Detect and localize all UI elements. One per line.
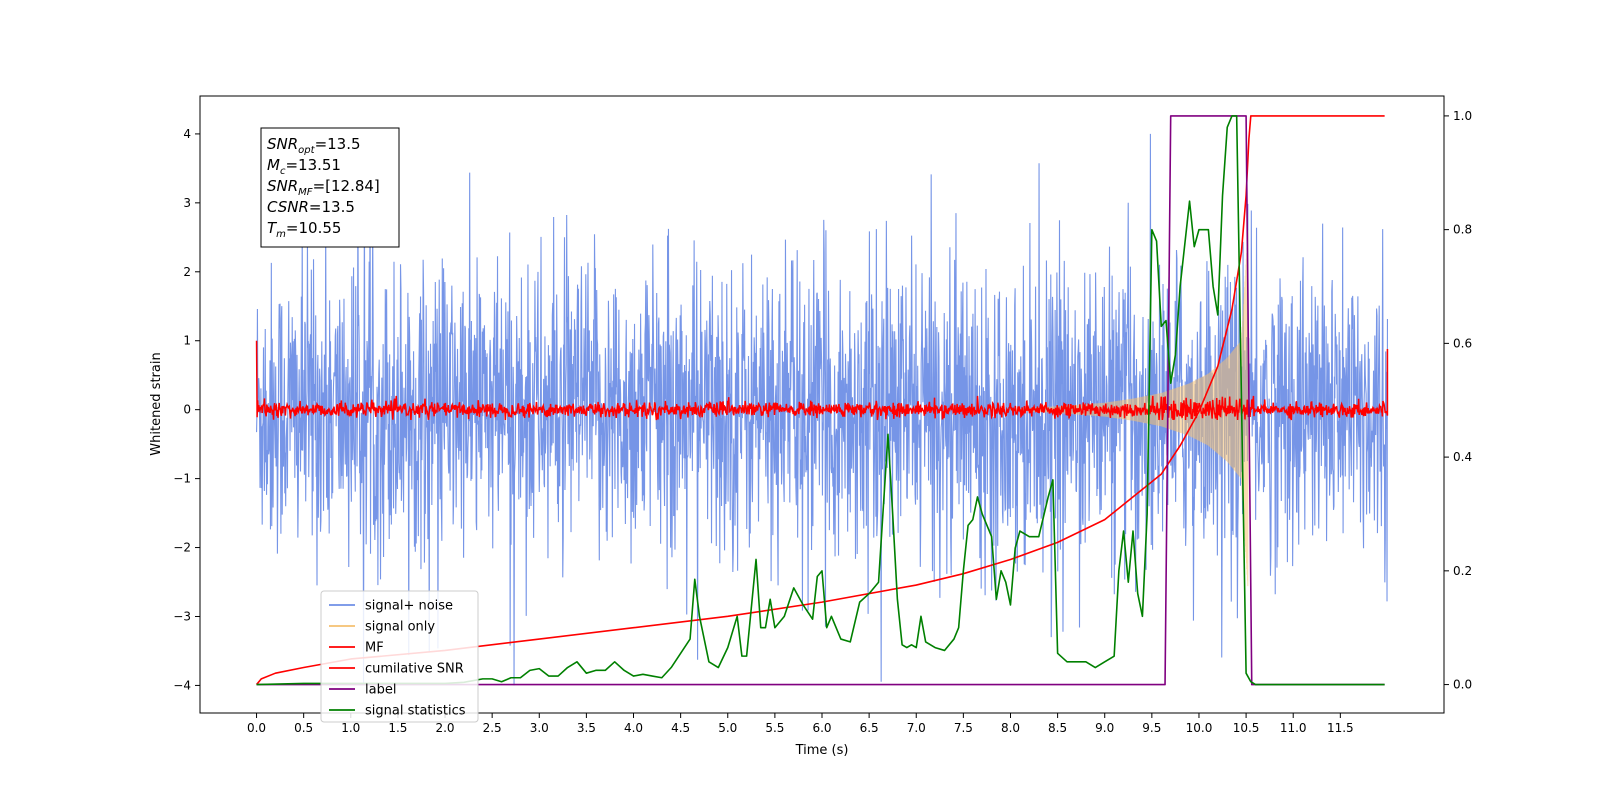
- plot-content: [255, 115, 1389, 686]
- right-axis-ticks: 1.0 0.8 0.6 0.4 0.2 0.0: [1444, 109, 1472, 692]
- y-axis-ticks: 4 3 2 1 0 −1 −2 −3 −4: [173, 127, 200, 692]
- annotation-line: Tm=10.55: [267, 219, 341, 240]
- y-tick-label: 3: [183, 196, 191, 210]
- legend-label: cumilative SNR: [365, 662, 464, 677]
- x-tick-label: 11.5: [1327, 721, 1354, 735]
- x-tick-label: 2.5: [483, 721, 502, 735]
- x-tick-label: 10.5: [1233, 721, 1260, 735]
- x-tick-label: 7.0: [907, 721, 926, 735]
- legend: signal+ noise signal only MF cumilative SNR…: [320, 590, 479, 723]
- legend-label: MF: [365, 641, 384, 656]
- annotation-line: Mc=13.51: [267, 156, 341, 177]
- x-tick-label: 8.0: [1001, 721, 1020, 735]
- annotation-box: SNRopt=13.5Mc=13.51SNRMF=[12.84]CSNR=13.…: [260, 127, 400, 248]
- right-tick-label: 0.2: [1453, 564, 1472, 578]
- x-tick-label: 6.0: [812, 721, 831, 735]
- right-tick-label: 1.0: [1453, 109, 1472, 123]
- x-tick-label: 4.5: [671, 721, 690, 735]
- x-tick-label: 8.5: [1048, 721, 1067, 735]
- y-tick-label: 0: [183, 403, 191, 417]
- x-tick-label: 9.0: [1095, 721, 1114, 735]
- right-tick-label: 0.8: [1453, 223, 1472, 237]
- legend-label: signal statistics: [365, 704, 466, 719]
- x-tick-label: 5.5: [765, 721, 784, 735]
- right-tick-label: 0.4: [1453, 450, 1472, 464]
- x-tick-label: 6.5: [860, 721, 879, 735]
- legend-label: label: [365, 683, 396, 698]
- annotation-line: SNRMF=[12.84]: [267, 177, 380, 198]
- x-tick-label: 1.5: [388, 721, 407, 735]
- x-tick-label: 10.0: [1186, 721, 1213, 735]
- x-tick-label: 7.5: [954, 721, 973, 735]
- annotation-line: CSNR=13.5: [267, 198, 355, 216]
- y-tick-label: 4: [183, 127, 191, 141]
- series-mf: [255, 340, 1389, 421]
- x-tick-label: 5.0: [718, 721, 737, 735]
- legend-label: signal+ noise: [365, 599, 453, 614]
- y-tick-label: −2: [173, 541, 191, 555]
- right-tick-label: 0.6: [1453, 336, 1472, 350]
- x-axis-ticks: 0.0 0.5 1.0 1.5 2.0 2.5 3.0 3.5 4.0 4.5 5.0 5.5 6.0 6…: [247, 713, 1354, 735]
- x-tick-label: 1.0: [341, 721, 360, 735]
- x-tick-label: 4.0: [624, 721, 643, 735]
- right-tick-label: 0.0: [1453, 678, 1472, 692]
- y-tick-label: 2: [183, 265, 191, 279]
- y-tick-label: −3: [173, 609, 191, 623]
- legend-frame: [320, 590, 479, 723]
- x-tick-label: 9.5: [1142, 721, 1161, 735]
- x-tick-label: 2.0: [435, 721, 454, 735]
- annotation-frame: [260, 127, 400, 248]
- y-tick-label: −4: [173, 678, 191, 692]
- y-tick-label: −1: [173, 472, 191, 486]
- x-tick-label: 0.5: [294, 721, 313, 735]
- x-tick-label: 11.0: [1280, 721, 1307, 735]
- x-tick-label: 3.0: [530, 721, 549, 735]
- x-tick-label: 0.0: [247, 721, 266, 735]
- x-axis-label: Time (s): [795, 743, 849, 758]
- legend-label: signal only: [365, 620, 435, 635]
- series-signal-statistics: [256, 115, 1385, 686]
- y-axis-label: Whitened strain: [149, 352, 164, 455]
- y-tick-label: 1: [183, 334, 191, 348]
- x-tick-label: 3.5: [577, 721, 596, 735]
- annotation-line: SNRopt=13.5: [267, 135, 361, 156]
